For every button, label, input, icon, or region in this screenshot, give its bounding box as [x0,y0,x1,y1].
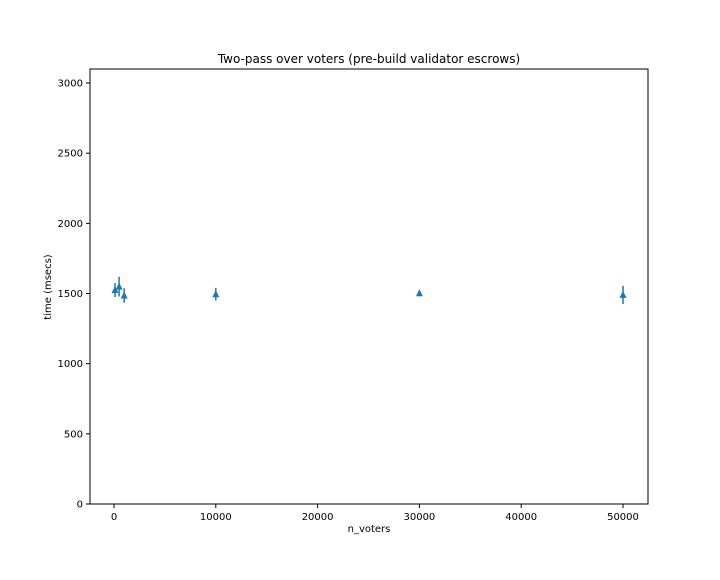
x-tick-label: 20000 [302,512,334,523]
y-axis: 0 500 1000 1500 2000 2500 3000 [58,79,90,511]
data-point-marker [619,290,627,298]
x-axis: 0 10000 20000 30000 40000 50000 [111,504,639,523]
data-point-marker [111,286,119,294]
x-tick-label: 10000 [200,512,232,523]
x-tick-label: 40000 [505,512,537,523]
x-tick-label: 50000 [607,512,639,523]
x-axis-label: n_voters [348,524,391,535]
data-point-marker [115,282,123,290]
y-tick-label: 3000 [58,79,83,90]
data-point-marker [212,290,220,298]
x-tick-label: 30000 [403,512,435,523]
plot-area [89,68,649,505]
x-tick-label: 0 [111,512,117,523]
y-tick-label: 2000 [58,219,83,230]
y-tick-label: 1000 [58,359,83,370]
y-tick-label: 2500 [58,149,83,160]
data-point-marker [415,289,423,297]
chart-title: Two-pass over voters (pre-build validato… [217,52,520,66]
y-tick-label: 500 [64,429,83,440]
data-points [111,276,627,305]
data-point-marker [120,291,128,299]
y-tick-label: 1500 [58,289,83,300]
y-axis-label: time (msecs) [43,254,54,319]
y-tick-label: 0 [77,500,83,511]
